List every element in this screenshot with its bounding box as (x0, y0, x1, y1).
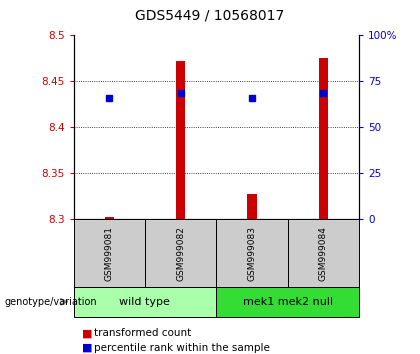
Bar (105, 217, 114, 219)
Text: mek1 mek2 null: mek1 mek2 null (243, 297, 333, 307)
Bar (247, 194, 257, 219)
Text: wild type: wild type (119, 297, 171, 307)
Text: ■: ■ (82, 329, 92, 338)
Text: GSM999083: GSM999083 (247, 225, 257, 281)
Text: GSM999084: GSM999084 (319, 225, 328, 281)
Text: genotype/variation: genotype/variation (4, 297, 97, 307)
Text: GDS5449 / 10568017: GDS5449 / 10568017 (135, 9, 285, 23)
Text: transformed count: transformed count (94, 329, 192, 338)
Text: percentile rank within the sample: percentile rank within the sample (94, 343, 270, 353)
Bar (319, 58, 328, 219)
Text: GSM999082: GSM999082 (176, 225, 185, 281)
Text: GSM999081: GSM999081 (105, 225, 114, 281)
Text: ■: ■ (82, 343, 92, 353)
Bar (176, 61, 185, 219)
